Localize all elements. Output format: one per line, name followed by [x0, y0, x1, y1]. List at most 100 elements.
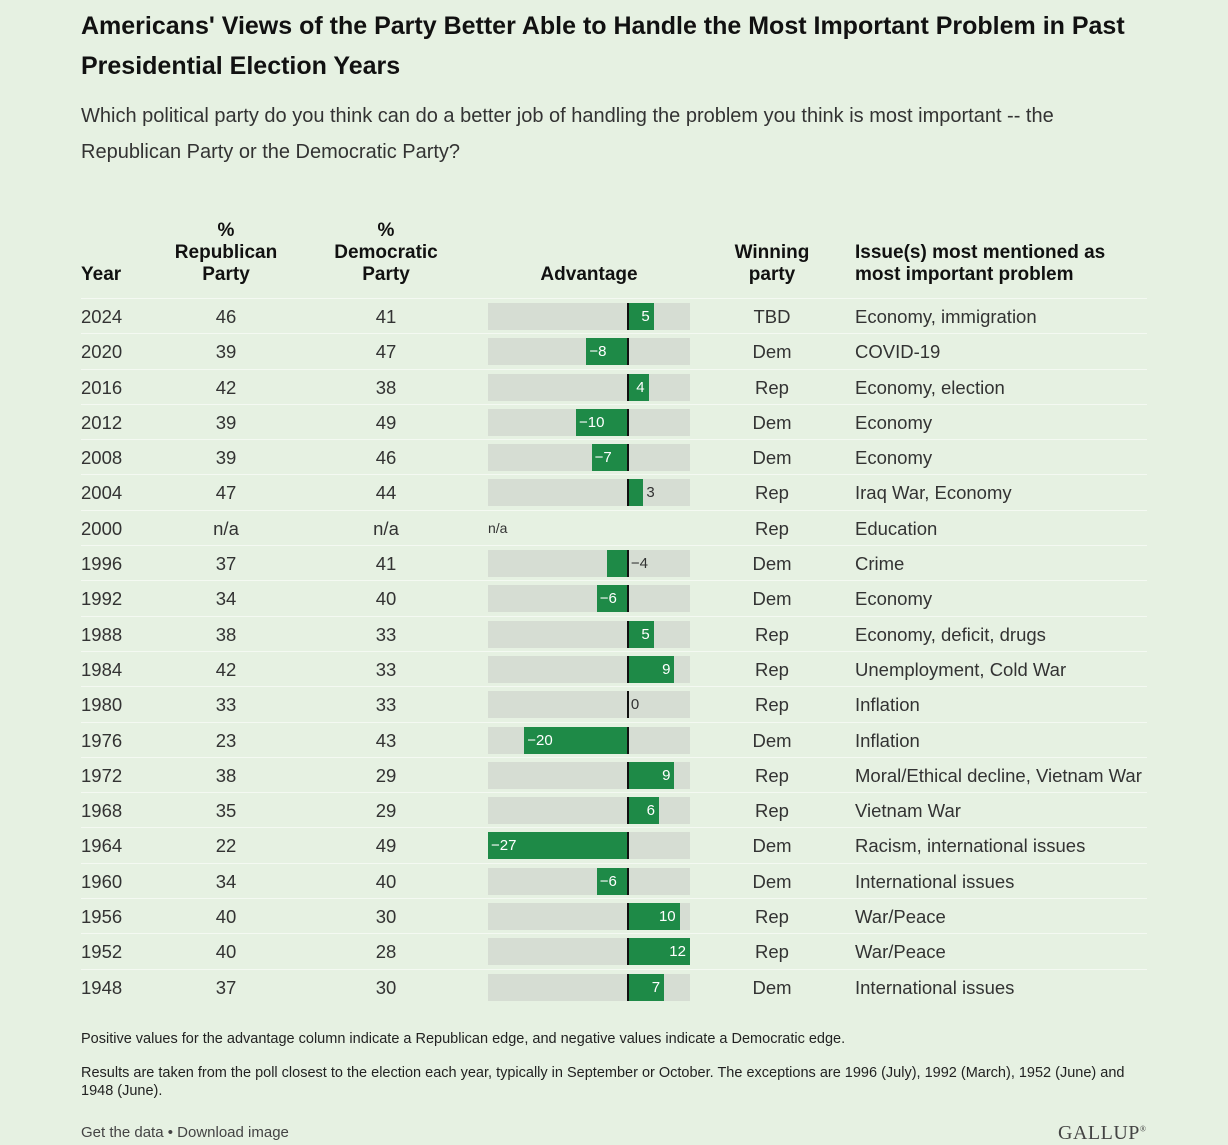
zero-axis — [626, 620, 629, 648]
table-row: 1988 38 33 5 Rep Economy, deficit, drugs — [81, 615, 1147, 651]
advantage-label: 3 — [646, 484, 655, 502]
year-cell: 1948 — [81, 976, 123, 998]
winning-party-cell: Rep — [755, 658, 789, 680]
footer-links: Get the data • Download image — [81, 1124, 289, 1141]
footnote-methodology: Results are taken from the poll closest … — [81, 1065, 1125, 1099]
zero-axis — [626, 303, 629, 330]
advantage-label: −6 — [599, 872, 617, 890]
table-row: 2008 39 46 −7 Dem Economy — [81, 439, 1147, 474]
table-row: 1984 42 33 9 Rep Unemployment, Cold War — [81, 650, 1147, 686]
gallup-logo-text: GALLUP — [1058, 1122, 1140, 1144]
advantage-track: 9 — [488, 761, 690, 789]
advantage-bar — [627, 938, 690, 966]
year-cell: 1976 — [81, 729, 123, 751]
advantage-bar — [596, 867, 628, 895]
democratic-cell: 33 — [375, 694, 397, 716]
header-democratic: % Democratic Party — [321, 220, 451, 286]
year-cell: 1988 — [81, 623, 123, 645]
zero-axis — [626, 373, 629, 401]
year-cell: 1952 — [81, 941, 123, 963]
republican-cell: 42 — [215, 658, 237, 680]
republican-cell: 34 — [215, 870, 237, 892]
header-advantage: Advantage — [540, 264, 638, 285]
advantage-bar — [627, 303, 654, 330]
download-image-link[interactable]: Download image — [177, 1124, 289, 1141]
winning-party-cell: TBD — [753, 306, 791, 327]
winning-party-cell: Dem — [752, 447, 792, 469]
republican-cell: 38 — [215, 623, 237, 645]
issue-cell: War/Peace — [855, 906, 946, 928]
year-cell: 1964 — [81, 835, 123, 857]
republican-cell: 40 — [215, 941, 237, 963]
republican-cell: 33 — [215, 694, 237, 716]
advantage-bar — [627, 797, 659, 825]
zero-axis — [626, 408, 629, 436]
year-cell: 2020 — [81, 341, 123, 363]
footer-separator: • — [163, 1124, 178, 1141]
year-cell: 1992 — [81, 588, 123, 610]
republican-cell: 34 — [215, 588, 237, 610]
winning-party-cell: Rep — [755, 941, 789, 963]
winning-party-cell: Rep — [755, 623, 789, 645]
header-rep-line2: Republican — [174, 242, 278, 263]
issue-cell: Economy — [855, 447, 933, 469]
header-issue: Issue(s) most mentioned as most importan… — [855, 242, 1105, 286]
zero-axis — [626, 903, 629, 931]
advantage-bar — [627, 373, 649, 401]
advantage-label: 9 — [662, 660, 671, 678]
zero-axis — [626, 973, 629, 1001]
advantage-label: 6 — [646, 802, 655, 820]
winning-party-cell: Rep — [755, 482, 789, 504]
table-row: 1996 37 41 −4 Dem Crime — [81, 545, 1147, 580]
advantage-label: −10 — [579, 413, 605, 431]
advantage-label: 0 — [630, 696, 640, 714]
chart-subtitle: Which political party do you think can d… — [81, 105, 1054, 163]
header-dem-line3: Party — [362, 264, 410, 285]
democratic-cell: 41 — [375, 553, 397, 575]
table-row: 2004 47 44 3 Rep Iraq War, Economy — [81, 474, 1147, 509]
democratic-cell: 28 — [375, 941, 397, 963]
advantage-label: −27 — [491, 837, 517, 855]
winning-party-cell: Rep — [755, 906, 789, 928]
democratic-cell: 38 — [375, 376, 397, 398]
republican-cell: 37 — [215, 553, 237, 575]
table-row: 2000 n/a n/a n/a Rep Education — [81, 509, 1147, 545]
democratic-cell: 40 — [375, 870, 397, 892]
table-row: 1948 37 30 7 Dem International issues — [81, 968, 1147, 1004]
year-cell: 1980 — [81, 694, 123, 716]
advantage-track: −10 — [488, 408, 690, 436]
advantage-track: 9 — [488, 655, 690, 683]
header-issue-line2: most important problem — [855, 264, 1074, 285]
republican-cell: 22 — [215, 835, 237, 857]
democratic-cell: 41 — [375, 306, 397, 327]
advantage-track: −6 — [488, 867, 690, 895]
table-row: 1956 40 30 10 Rep War/Peace — [81, 898, 1147, 933]
issue-cell: Racism, international issues — [855, 835, 1086, 857]
header-winning-line2: party — [748, 264, 796, 285]
democratic-cell: 40 — [375, 588, 397, 610]
zero-axis — [626, 338, 629, 366]
advantage-track: 7 — [488, 973, 690, 1001]
header-issue-line1: Issue(s) most mentioned as — [855, 242, 1106, 263]
get-data-link[interactable]: Get the data — [81, 1124, 164, 1141]
issue-cell: Inflation — [855, 694, 920, 716]
winning-party-cell: Dem — [752, 729, 792, 751]
issue-cell: Economy — [855, 588, 933, 610]
year-cell: 1956 — [81, 906, 123, 928]
advantage-track: −6 — [488, 585, 690, 613]
advantage-track: 3 — [488, 479, 690, 507]
advantage-label: 5 — [641, 308, 650, 325]
winning-party-cell: Rep — [755, 694, 789, 716]
advantage-track: 0 — [488, 691, 690, 719]
chart-title: Americans' Views of the Party Better Abl… — [81, 12, 1125, 80]
issue-cell: COVID-19 — [855, 341, 941, 363]
advantage-label: 12 — [669, 943, 686, 961]
democratic-cell: 30 — [375, 976, 397, 998]
issue-cell: Economy — [855, 411, 933, 433]
year-cell: 2004 — [81, 482, 123, 504]
advantage-bar — [627, 655, 675, 683]
issue-cell: Economy, deficit, drugs — [855, 623, 1046, 645]
winning-party-cell: Dem — [752, 870, 792, 892]
winning-party-cell: Rep — [755, 800, 789, 822]
advantage-track: 5 — [488, 303, 690, 330]
